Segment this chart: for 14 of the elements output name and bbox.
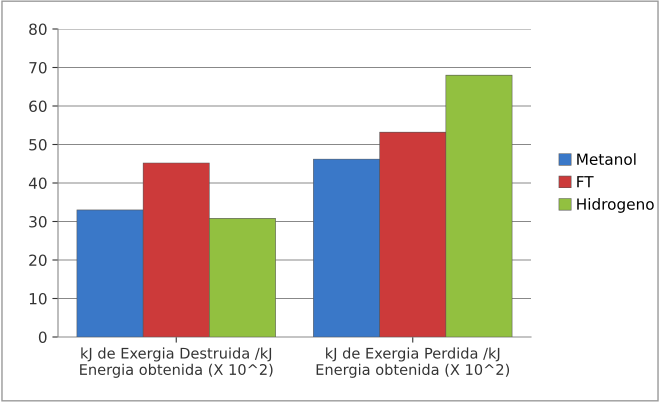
- y-tick-label: 0: [38, 331, 47, 344]
- y-tick-label: 60: [29, 100, 47, 112]
- legend-label: Hidrogeno: [577, 198, 654, 213]
- y-tick-label: 40: [28, 177, 47, 190]
- y-tick-label: 50: [29, 138, 47, 151]
- legend-label: FT: [577, 176, 594, 188]
- y-tick-label: 30: [29, 216, 47, 228]
- y-tick-label: 70: [29, 62, 47, 74]
- y-tick-label: 20: [29, 254, 47, 266]
- x-tick-label: kJ de Exergia Perdida /kJ Energia obtenida (X 10^2): [316, 347, 510, 378]
- x-tick-label: kJ de Exergia Destruida /kJ Energia obtenida (X 10^2): [80, 347, 273, 378]
- y-tick-label: 80: [29, 23, 47, 36]
- y-tick-label: 10: [30, 292, 47, 305]
- legend-label: Metanol: [577, 153, 636, 166]
